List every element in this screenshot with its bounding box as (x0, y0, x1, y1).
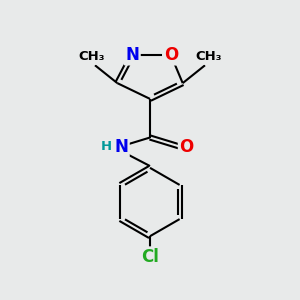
Text: N: N (114, 138, 128, 156)
Text: N: N (125, 46, 139, 64)
Text: H: H (101, 140, 112, 153)
Text: Cl: Cl (141, 248, 159, 266)
Text: O: O (164, 46, 178, 64)
Text: CH₃: CH₃ (78, 50, 105, 64)
Text: CH₃: CH₃ (195, 50, 222, 64)
Text: O: O (179, 138, 194, 156)
